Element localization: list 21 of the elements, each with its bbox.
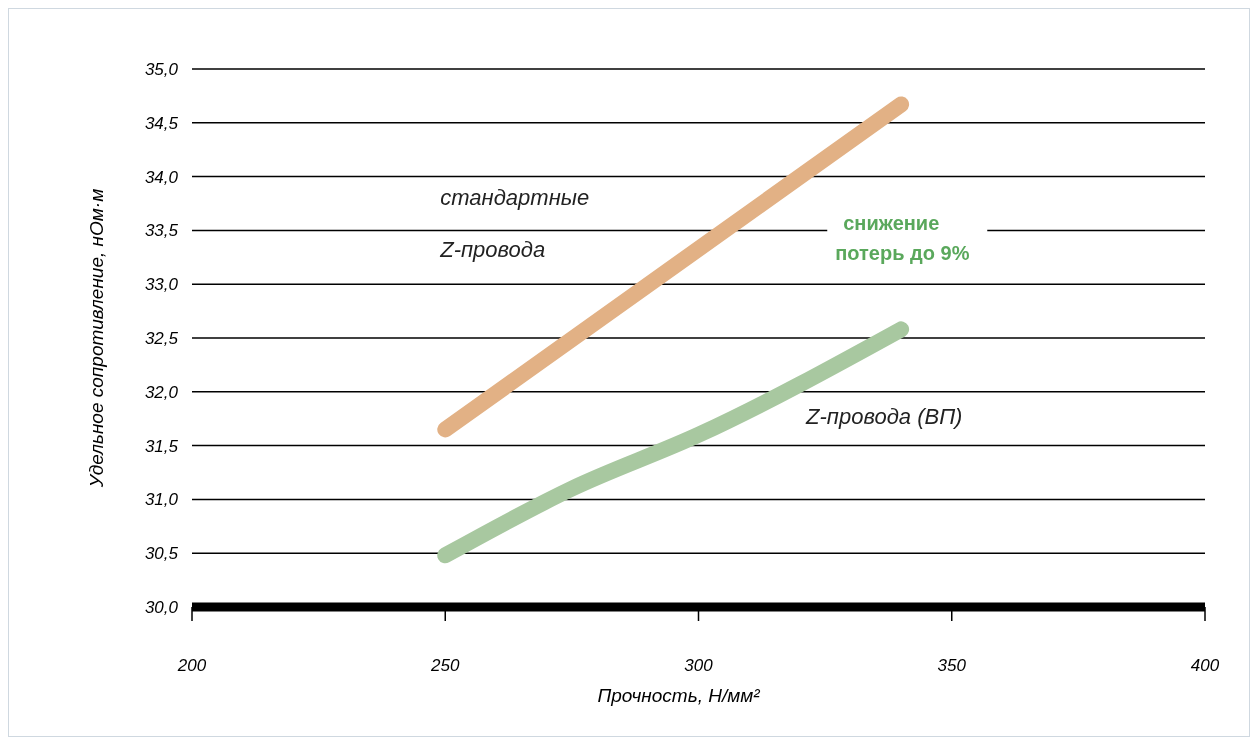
x-tick-label: 200: [176, 656, 207, 675]
y-tick-label: 33,0: [144, 275, 179, 295]
x-axis-title: Прочность, Н/мм²: [597, 685, 761, 706]
x-tick-label: 350: [937, 656, 967, 675]
text: стандартные Z-провода: [440, 184, 590, 262]
y-tick-label: 31,5: [144, 436, 179, 456]
y-tick-label: 32,5: [144, 328, 179, 348]
y-tick-label: 35,0: [144, 59, 179, 79]
y-tick-label: 34,5: [144, 113, 179, 133]
y-tick-label: 33,5: [144, 221, 179, 241]
y-tick-label: 30,5: [144, 544, 179, 564]
y-tick-label: 30,0: [144, 597, 179, 617]
series-label: Z-провода (ВП): [805, 404, 963, 430]
y-tick-label: 31,0: [144, 490, 179, 510]
y-axis-title: Удельное сопротивление, нОм·м: [86, 188, 107, 489]
y-tick-label: 32,0: [144, 382, 179, 402]
x-tick-label: 400: [1190, 656, 1220, 675]
annotation: снижение потерь до 9%: [835, 212, 970, 264]
x-tick-label: 250: [430, 656, 460, 675]
x-tick-label: 300: [684, 656, 714, 675]
y-tick-label: 34,0: [144, 167, 179, 187]
